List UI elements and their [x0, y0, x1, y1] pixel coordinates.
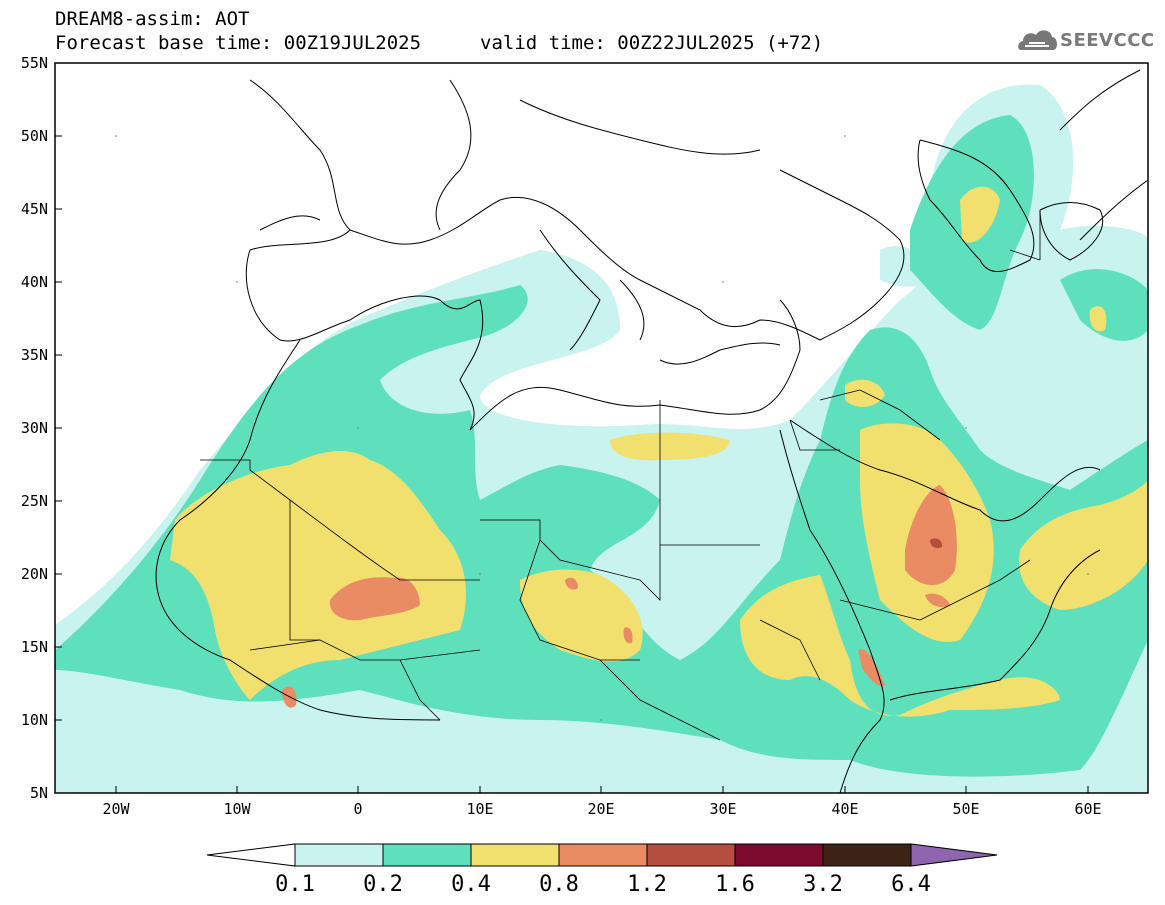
aot-level-0.8: [282, 485, 957, 708]
colorbar-label: 3.2: [803, 872, 843, 897]
lon-label: 60E: [1074, 800, 1102, 818]
cloud-icon: [1018, 30, 1058, 50]
lon-label: 20E: [587, 800, 615, 818]
colorbar-label: 0.8: [539, 872, 579, 897]
lat-label: 50N: [20, 127, 48, 145]
country-borders: [200, 210, 1041, 741]
lat-label: 30N: [20, 419, 48, 437]
lat-label: 25N: [20, 492, 48, 510]
axis-ticks: [55, 62, 1089, 793]
lat-label: 20N: [20, 565, 48, 583]
lat-label: 15N: [20, 638, 48, 656]
lat-label: 45N: [20, 200, 48, 218]
colorbar-label: 1.6: [715, 872, 755, 897]
chart-title: DREAM8-assim: AOT: [55, 8, 250, 30]
colorbar-label: 1.2: [627, 872, 667, 897]
coastlines: [155, 69, 1148, 793]
colorbar-label: 0.4: [451, 872, 491, 897]
valid-time: valid time: 00Z22JUL2025 (+72): [480, 32, 824, 54]
lon-label: 10W: [223, 800, 251, 818]
lat-label: 10N: [20, 711, 48, 729]
lon-label: 20W: [102, 800, 130, 818]
lon-label: 0: [353, 800, 363, 818]
colorbar-label: 0.2: [363, 872, 403, 897]
lon-label: 40E: [831, 800, 859, 818]
lon-label: 30E: [709, 800, 737, 818]
logo-text: SEEVCCC: [1060, 30, 1155, 51]
lat-label: 40N: [20, 273, 48, 291]
aot-contours: [55, 69, 1148, 793]
colorbar-label: 6.4: [891, 872, 931, 897]
lat-label: 35N: [20, 346, 48, 364]
colorbar-label: 0.1: [275, 872, 315, 897]
lon-label: 10E: [466, 800, 494, 818]
forecast-base-time: Forecast base time: 00Z19JUL2025: [55, 32, 422, 54]
lat-label: 55N: [20, 54, 48, 72]
lon-label: 50E: [952, 800, 980, 818]
gridline-dots: [115, 135, 1089, 721]
lat-label: 5N: [29, 784, 48, 802]
aot-level-1.2: [930, 538, 943, 549]
